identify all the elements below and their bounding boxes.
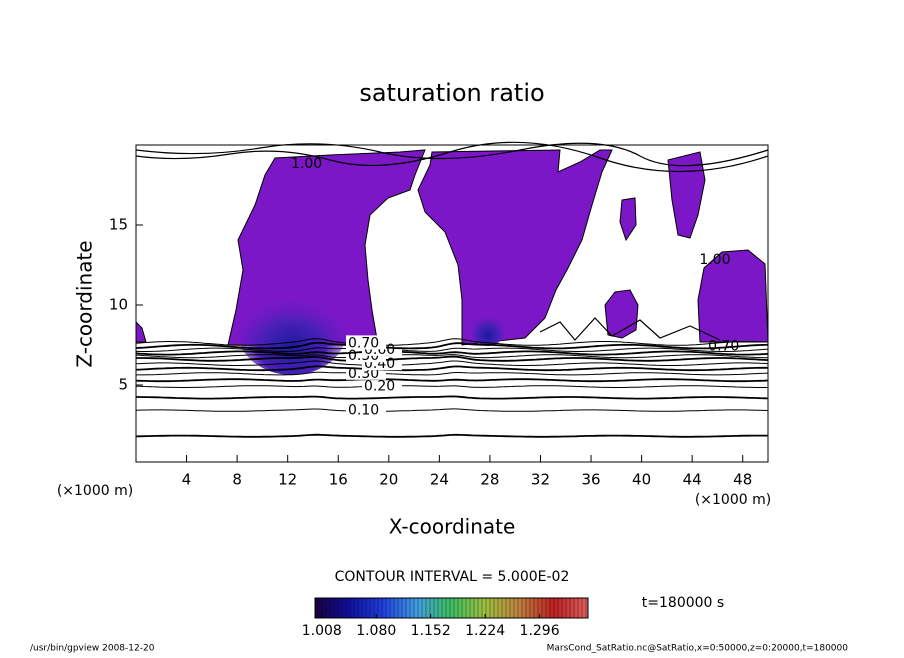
x-tick-label: 8 <box>232 471 242 489</box>
annotation: 1.00 <box>291 156 322 172</box>
x-tick-label: 40 <box>632 471 651 489</box>
contour-label: 0.10 <box>348 403 379 419</box>
contour-line <box>136 371 769 376</box>
colorbar-tick-label: 1.296 <box>520 623 560 639</box>
contour-label: 0.20 <box>364 379 395 395</box>
footer-right: MarsCond_SatRatio.nc@SatRatio,x=0:50000,… <box>547 644 849 654</box>
colorbar-tick-label: 1.224 <box>465 623 505 639</box>
contour-line <box>135 341 769 350</box>
time-label: t=180000 s <box>642 595 724 611</box>
contour-line <box>135 378 769 383</box>
contour-line <box>136 355 769 362</box>
high-value-core <box>470 310 506 346</box>
colorbar-tick-label: 1.152 <box>411 623 451 639</box>
annotation: 1.00 <box>699 252 730 268</box>
contour-line <box>135 338 769 346</box>
contour-label-bg <box>346 335 386 350</box>
x-tick-label: 48 <box>733 471 752 489</box>
colorbar-tick-label: 1.008 <box>302 623 342 639</box>
y-tick-label: 15 <box>109 216 128 234</box>
contour-label-bg <box>362 378 402 393</box>
contour-line <box>136 395 769 400</box>
contour-label-bg <box>346 402 386 417</box>
contour-line <box>135 354 768 359</box>
x-tick-label: 12 <box>278 471 297 489</box>
contour-line <box>135 360 769 366</box>
supersaturated-regions <box>135 149 769 346</box>
x-unit: (×1000 m) <box>57 483 133 499</box>
colorbar-tick-label: 1.080 <box>356 623 396 639</box>
contour-interval: CONTOUR INTERVAL = 5.000E-02 <box>335 569 570 585</box>
chart-title: saturation ratio <box>359 79 544 107</box>
noise-band <box>135 141 769 341</box>
x-unit: (×1000 m) <box>695 492 771 508</box>
x-tick-label: 36 <box>581 471 600 489</box>
x-tick-label: 16 <box>329 471 348 489</box>
contour-line <box>135 385 768 388</box>
y-tick-label: 10 <box>109 296 128 314</box>
high-value-core <box>237 285 347 375</box>
contour-label: 0.70 <box>348 335 379 351</box>
x-tick-label: 32 <box>531 471 550 489</box>
annotation: 0.70 <box>708 339 739 355</box>
y-axis-label: Z-coordinate <box>73 240 97 367</box>
contour-line <box>135 350 769 356</box>
y-tick-label: 5 <box>118 376 128 394</box>
footer-left: /usr/bin/gpview 2008-12-20 <box>30 644 155 654</box>
contour-line <box>135 365 768 372</box>
plot-frame <box>135 144 769 463</box>
x-axis-label: X-coordinate <box>389 515 516 539</box>
x-tick-label: 28 <box>480 471 499 489</box>
x-tick-label: 20 <box>379 471 398 489</box>
x-tick-label: 24 <box>430 471 449 489</box>
contour-line <box>135 433 768 438</box>
contour-line <box>135 347 769 353</box>
colorbar <box>314 597 589 619</box>
x-tick-label: 44 <box>683 471 702 489</box>
x-tick-label: 4 <box>182 471 192 489</box>
contour-line <box>135 408 769 412</box>
